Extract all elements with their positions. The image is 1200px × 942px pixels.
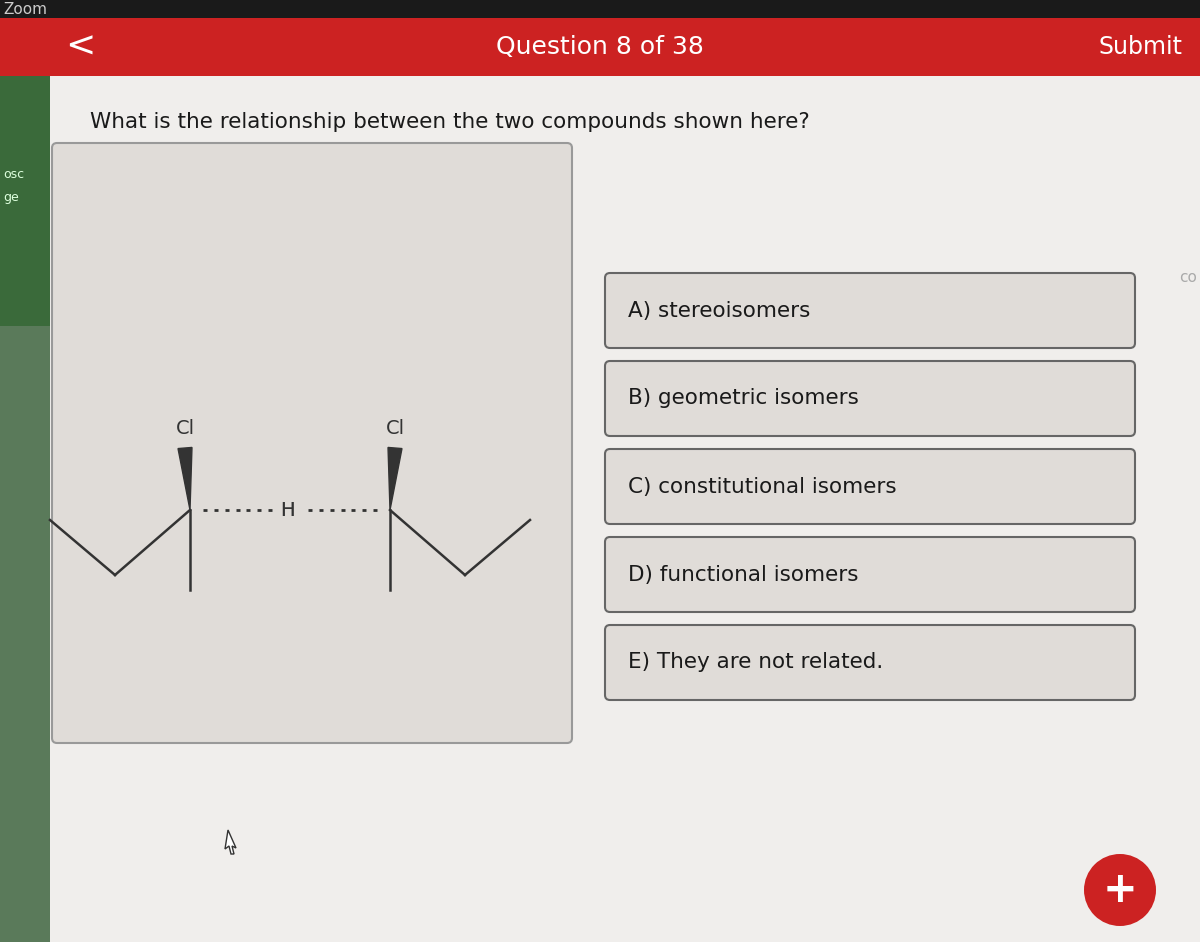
FancyBboxPatch shape [50,76,1200,942]
Polygon shape [388,447,402,510]
Circle shape [1084,854,1156,926]
FancyBboxPatch shape [0,0,1200,18]
Text: osc: osc [2,169,24,182]
Text: co: co [1180,270,1198,285]
Text: C) constitutional isomers: C) constitutional isomers [628,477,896,496]
FancyBboxPatch shape [605,625,1135,700]
FancyBboxPatch shape [52,143,572,743]
Polygon shape [226,830,236,854]
FancyBboxPatch shape [605,273,1135,348]
FancyBboxPatch shape [0,76,50,942]
FancyBboxPatch shape [0,18,1200,76]
FancyBboxPatch shape [0,76,50,326]
Text: E) They are not related.: E) They are not related. [628,653,883,673]
Text: Cl: Cl [175,418,194,437]
Text: What is the relationship between the two compounds shown here?: What is the relationship between the two… [90,112,810,132]
Text: Question 8 of 38: Question 8 of 38 [496,35,704,59]
FancyBboxPatch shape [605,361,1135,436]
Text: Submit: Submit [1098,35,1182,59]
Text: B) geometric isomers: B) geometric isomers [628,388,859,409]
Text: +: + [1103,869,1138,911]
FancyBboxPatch shape [605,537,1135,612]
Text: <: < [65,30,95,64]
Text: A) stereoisomers: A) stereoisomers [628,300,810,320]
FancyBboxPatch shape [605,449,1135,524]
Text: Zoom: Zoom [2,3,47,18]
Text: Cl: Cl [385,418,404,437]
Text: D) functional isomers: D) functional isomers [628,564,858,584]
Text: ge: ge [2,191,19,204]
Text: H: H [280,500,294,519]
Text: H: H [281,500,295,519]
Polygon shape [178,447,192,510]
